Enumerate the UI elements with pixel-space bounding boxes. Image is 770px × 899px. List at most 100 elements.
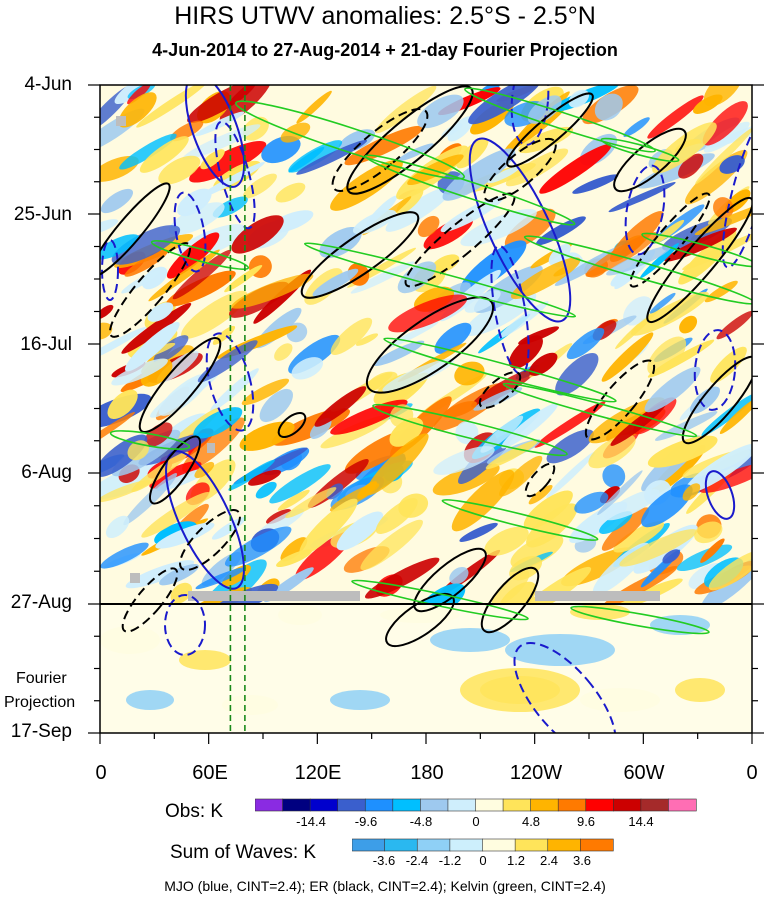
obs-anomaly-cell	[604, 489, 660, 521]
obs-anomaly-cell	[499, 455, 543, 497]
obs-anomaly-cell	[695, 127, 752, 185]
obs-anomaly-cell	[248, 469, 281, 486]
projection-anomaly-cell	[480, 676, 560, 704]
y-tick-label: 4-Jun	[24, 74, 72, 95]
wave-contour	[214, 120, 256, 230]
obs-anomaly-cell	[702, 101, 748, 146]
obs-anomaly-cell	[694, 521, 723, 544]
obs-anomaly-cell	[121, 270, 161, 294]
obs-anomaly-cell	[487, 166, 520, 184]
obs-anomaly-cell	[172, 249, 231, 300]
obs-anomaly-cell	[296, 139, 368, 175]
obs-anomaly-cell	[417, 215, 440, 238]
wave-contour	[468, 137, 572, 323]
obs-anomaly-cell	[682, 232, 752, 270]
obs-anomaly-cell	[326, 483, 344, 500]
obs-anomaly-cell	[460, 208, 537, 247]
wave-contour	[364, 154, 576, 226]
obs-anomaly-cell	[647, 336, 687, 376]
colorbar-swatch	[282, 798, 311, 812]
wave-contour	[413, 547, 487, 613]
waves-colorbar-tick: 1.2	[506, 853, 526, 868]
wave-contour	[502, 382, 698, 438]
obs-anomaly-cell	[608, 182, 676, 213]
obs-anomaly-cell	[291, 357, 324, 380]
obs-anomaly-cell	[588, 434, 636, 469]
colorbar-swatch	[585, 798, 614, 812]
obs-anomaly-cell	[189, 141, 267, 183]
waves-colorbar-tick: 2.4	[539, 853, 559, 868]
projection-label: Projection	[4, 694, 76, 711]
obs-anomaly-cell	[194, 111, 245, 137]
obs-anomaly-cell	[602, 464, 626, 488]
obs-anomaly-cell	[100, 327, 147, 366]
obs-anomaly-cell	[585, 231, 658, 278]
projection-anomaly-cell	[430, 628, 510, 652]
obs-anomaly-cell	[330, 399, 408, 435]
obs-anomaly-cell	[182, 124, 261, 160]
wave-contour	[693, 329, 737, 411]
legend-footer: MJO (blue, CINT=2.4); ER (black, CINT=2.…	[164, 878, 606, 894]
obs-anomaly-cell	[100, 542, 149, 569]
obs-anomaly-cell	[719, 397, 752, 434]
wave-contour	[372, 403, 568, 457]
wave-contour	[524, 462, 556, 498]
obs-anomaly-cell	[546, 451, 596, 499]
obs-anomaly-cell	[641, 484, 693, 528]
obs-anomaly-cell	[459, 522, 498, 542]
obs-anomaly-cell	[352, 209, 397, 235]
x-tick-label: 60W	[623, 762, 665, 784]
chart-subtitle: 4-Jun-2014 to 27-Aug-2014 + 21-day Fouri…	[152, 40, 618, 60]
obs-colorbar-tick: 9.6	[576, 814, 596, 829]
obs-anomaly-cell	[644, 366, 701, 413]
obs-anomaly-cell	[198, 162, 265, 199]
obs-anomaly-cell	[344, 125, 423, 166]
obs-anomaly-cell	[100, 188, 134, 214]
obs-anomaly-cell	[261, 135, 301, 164]
obs-anomaly-cell	[314, 386, 367, 427]
obs-anomaly-cell	[505, 148, 569, 187]
obs-anomaly-cell	[170, 120, 204, 142]
projection-anomaly-cell	[570, 604, 630, 620]
obs-anomaly-cell	[407, 154, 464, 186]
colorbar-swatch	[392, 798, 421, 812]
obs-anomaly-cell	[527, 95, 562, 124]
obs-anomaly-cell	[111, 358, 168, 386]
obs-anomaly-cell	[504, 208, 556, 249]
obs-anomaly-cell	[107, 389, 138, 419]
waves-colorbar-tick: -2.4	[405, 853, 429, 868]
obs-anomaly-cell	[623, 117, 650, 137]
y-tick-label: 25-Jun	[13, 204, 72, 225]
obs-anomaly-cell	[231, 273, 314, 309]
obs-anomaly-cell	[219, 85, 273, 124]
missing-data-bar	[188, 591, 360, 601]
obs-anomaly-cell	[114, 85, 162, 105]
obs-anomaly-cell	[224, 526, 292, 567]
obs-anomaly-cell	[330, 159, 403, 211]
wave-contour	[138, 337, 222, 433]
wave-contour	[584, 359, 656, 441]
obs-anomaly-cell	[398, 143, 434, 162]
wave-contour	[464, 87, 656, 153]
obs-anomaly-cell	[105, 515, 130, 539]
obs-anomaly-cell	[434, 322, 472, 354]
obs-colorbar	[255, 798, 697, 812]
obs-anomaly-cell	[239, 421, 295, 451]
obs-anomaly-cell	[228, 459, 275, 491]
obs-anomaly-cell	[456, 138, 489, 169]
waves-colorbar-tick: -3.6	[372, 853, 396, 868]
obs-anomaly-cell	[243, 173, 277, 199]
obs-colorbar-tick: 14.4	[628, 814, 654, 829]
wave-contour	[303, 242, 577, 318]
wave-contour	[483, 137, 557, 203]
obs-anomaly-cell	[679, 315, 698, 334]
obs-anomaly-cell	[153, 335, 189, 364]
obs-anomaly-cell	[454, 361, 485, 386]
obs-anomaly-cell	[700, 538, 725, 563]
colorbar-swatch	[502, 798, 532, 812]
wave-contour	[277, 412, 307, 438]
wave-contour	[704, 470, 736, 520]
obs-anomaly-cell	[497, 581, 537, 604]
missing-data-cell	[207, 443, 215, 453]
obs-anomaly-cell	[694, 201, 752, 236]
